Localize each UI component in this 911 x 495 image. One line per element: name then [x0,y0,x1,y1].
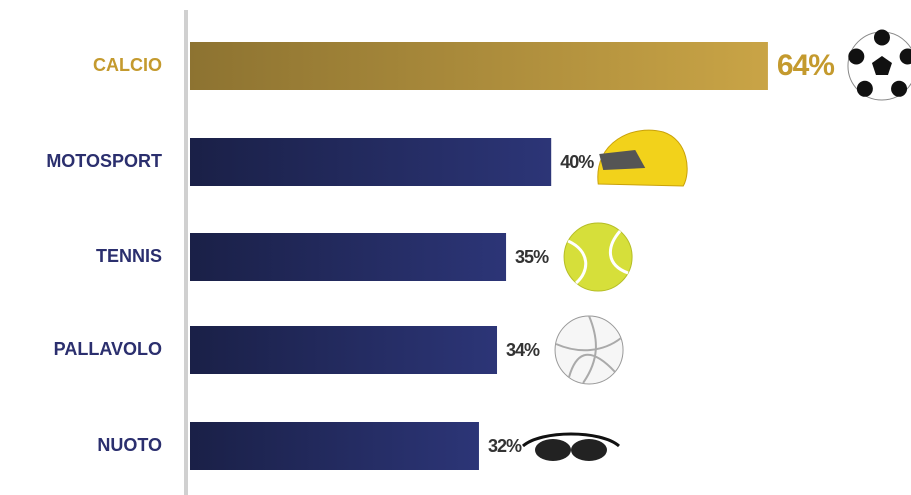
value-label: 64% [777,49,834,82]
icon-shape [563,222,633,292]
sport-icon [847,29,911,101]
icon-shape [521,432,620,448]
icon-shape [609,230,629,275]
value-label: 32% [488,436,522,456]
value-label: 34% [506,340,540,360]
category-label: PALLAVOLO [54,339,162,359]
sport-icon [597,129,688,187]
sport-icon [521,432,620,461]
icon-shape [899,48,911,65]
icon-shape [599,150,646,170]
icon-shape [871,56,892,75]
category-label: CALCIO [93,55,162,75]
icon-shape [555,315,622,384]
icon-shape [848,48,865,65]
category-label: MOTOSPORT [46,151,162,171]
icon-shape [570,439,607,461]
category-label: NUOTO [97,435,162,455]
value-label: 35% [515,247,549,267]
icon-shape [856,80,873,97]
sport-icon [554,315,624,385]
sport-icon [563,222,633,292]
bar [190,422,479,470]
icon-shape [891,80,908,97]
category-label: TENNIS [96,246,162,266]
bar [190,42,768,90]
icon-shape [873,29,890,46]
icon-shape [567,239,588,285]
bar [190,326,498,374]
value-label: 40% [560,152,594,172]
icon-shape [534,439,571,461]
bar [190,233,507,281]
bar [190,138,552,186]
